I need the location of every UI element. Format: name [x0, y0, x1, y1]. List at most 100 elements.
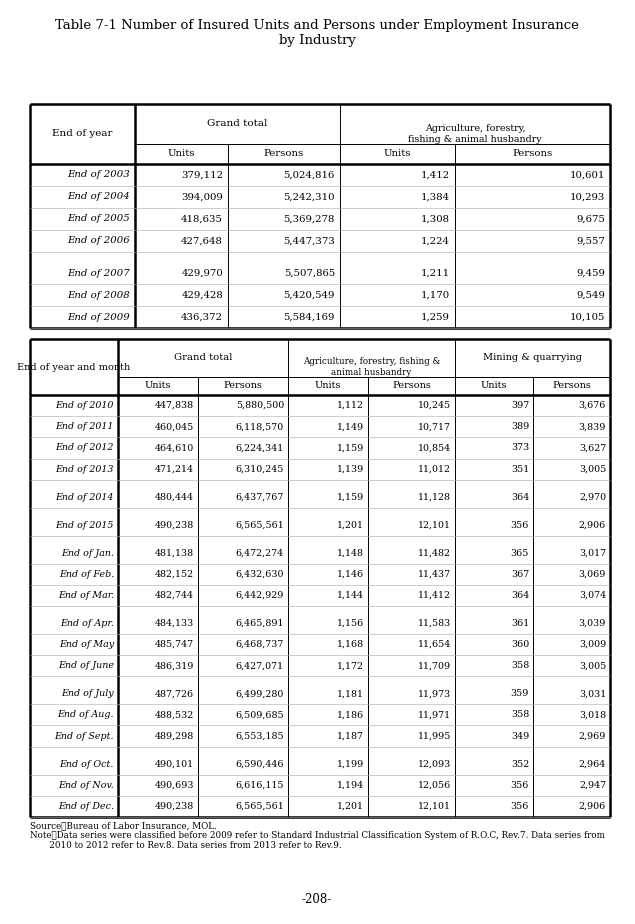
- Text: 2,969: 2,969: [578, 732, 606, 740]
- Text: 356: 356: [511, 802, 529, 811]
- Text: 1,159: 1,159: [337, 492, 364, 502]
- Text: 379,112: 379,112: [181, 170, 223, 179]
- Text: 6,590,446: 6,590,446: [236, 760, 284, 769]
- Text: 10,717: 10,717: [418, 422, 451, 432]
- Text: 1,168: 1,168: [337, 640, 364, 649]
- Text: End of 2004: End of 2004: [67, 192, 130, 201]
- Text: 12,101: 12,101: [418, 520, 451, 529]
- Text: 5,024,816: 5,024,816: [284, 170, 335, 179]
- Text: 11,482: 11,482: [418, 549, 451, 557]
- Text: 11,012: 11,012: [418, 465, 451, 474]
- Text: 356: 356: [511, 520, 529, 529]
- Text: Source：Bureau of Labor Insurance, MOL.: Source：Bureau of Labor Insurance, MOL.: [30, 821, 217, 830]
- Text: 1,384: 1,384: [421, 192, 450, 201]
- Text: 6,118,570: 6,118,570: [236, 422, 284, 432]
- Text: End of 2003: End of 2003: [67, 170, 130, 179]
- Text: 6,468,737: 6,468,737: [236, 640, 284, 649]
- Text: 1,172: 1,172: [337, 662, 364, 670]
- Text: 11,654: 11,654: [418, 640, 451, 649]
- Text: 3,627: 3,627: [578, 444, 606, 453]
- Text: End of Feb.: End of Feb.: [59, 570, 114, 578]
- Text: End of 2005: End of 2005: [67, 214, 130, 224]
- Text: Grand total: Grand total: [174, 354, 232, 362]
- Text: 5,369,278: 5,369,278: [284, 214, 335, 224]
- Text: Units: Units: [168, 150, 195, 159]
- Text: 436,372: 436,372: [181, 312, 223, 322]
- Text: 12,101: 12,101: [418, 802, 451, 811]
- Text: 2,947: 2,947: [579, 781, 606, 790]
- Text: 490,238: 490,238: [155, 802, 194, 811]
- Text: 11,128: 11,128: [418, 492, 451, 502]
- Text: End of June: End of June: [58, 662, 114, 670]
- Text: 5,507,865: 5,507,865: [284, 269, 335, 277]
- Text: 6,437,767: 6,437,767: [236, 492, 284, 502]
- Text: 389: 389: [511, 422, 529, 432]
- Text: Units: Units: [145, 382, 171, 391]
- Text: 3,017: 3,017: [579, 549, 606, 557]
- Text: 3,009: 3,009: [578, 640, 606, 649]
- Text: 2,906: 2,906: [578, 802, 606, 811]
- Text: 5,447,373: 5,447,373: [283, 237, 335, 246]
- Text: 471,214: 471,214: [155, 465, 194, 474]
- Text: 5,880,500: 5,880,500: [236, 401, 284, 410]
- Text: Persons: Persons: [224, 382, 262, 391]
- Text: 11,971: 11,971: [418, 711, 451, 720]
- Text: 485,747: 485,747: [155, 640, 194, 649]
- Text: 364: 364: [511, 492, 529, 502]
- Text: 3,839: 3,839: [578, 422, 606, 432]
- Text: 1,181: 1,181: [337, 689, 364, 699]
- Text: 6,432,630: 6,432,630: [236, 570, 284, 578]
- Text: 373: 373: [511, 444, 529, 453]
- Text: 2,970: 2,970: [579, 492, 606, 502]
- Text: Persons: Persons: [264, 150, 304, 159]
- Text: Mining & quarrying: Mining & quarrying: [483, 354, 582, 362]
- Text: 1,186: 1,186: [337, 711, 364, 720]
- Text: 1,149: 1,149: [337, 422, 364, 432]
- Text: 1,211: 1,211: [421, 269, 450, 277]
- Text: 1,194: 1,194: [337, 781, 364, 790]
- Text: 359: 359: [511, 689, 529, 699]
- Text: 3,031: 3,031: [578, 689, 606, 699]
- Text: End of 2010: End of 2010: [56, 401, 114, 410]
- Text: 1,148: 1,148: [337, 549, 364, 557]
- Text: 2,964: 2,964: [578, 760, 606, 769]
- Text: 482,744: 482,744: [155, 591, 194, 600]
- Text: 6,442,929: 6,442,929: [236, 591, 284, 600]
- Text: 1,412: 1,412: [421, 170, 450, 179]
- Text: Units: Units: [384, 150, 411, 159]
- Text: 488,532: 488,532: [155, 711, 194, 720]
- Text: 1,144: 1,144: [337, 591, 364, 600]
- Text: 5,584,169: 5,584,169: [284, 312, 335, 322]
- Text: 427,648: 427,648: [181, 237, 223, 246]
- Text: 10,293: 10,293: [570, 192, 605, 201]
- Text: 1,201: 1,201: [337, 520, 364, 529]
- Text: 489,298: 489,298: [155, 732, 194, 740]
- Text: 365: 365: [511, 549, 529, 557]
- Text: 11,583: 11,583: [418, 619, 451, 628]
- Text: 3,005: 3,005: [578, 465, 606, 474]
- Text: 11,973: 11,973: [418, 689, 451, 699]
- Text: 358: 358: [511, 662, 529, 670]
- Text: 490,101: 490,101: [155, 760, 194, 769]
- Text: 6,553,185: 6,553,185: [236, 732, 284, 740]
- Text: 5,420,549: 5,420,549: [284, 290, 335, 299]
- Text: 6,465,891: 6,465,891: [236, 619, 284, 628]
- Text: 464,610: 464,610: [155, 444, 194, 453]
- Text: End of Apr.: End of Apr.: [60, 619, 114, 628]
- Text: 429,428: 429,428: [181, 290, 223, 299]
- Text: 11,437: 11,437: [418, 570, 451, 578]
- Text: End of Jan.: End of Jan.: [61, 549, 114, 557]
- Text: 11,412: 11,412: [418, 591, 451, 600]
- Text: 6,472,274: 6,472,274: [236, 549, 284, 557]
- Text: 367: 367: [511, 570, 529, 578]
- Text: 2010 to 2012 refer to Rev.8. Data series from 2013 refer to Rev.9.: 2010 to 2012 refer to Rev.8. Data series…: [30, 841, 342, 850]
- Text: 447,838: 447,838: [155, 401, 194, 410]
- Text: 1,187: 1,187: [337, 732, 364, 740]
- Text: End of May: End of May: [59, 640, 114, 649]
- Text: 3,074: 3,074: [579, 591, 606, 600]
- Text: Agriculture, forestry,
fishing & animal husbandry: Agriculture, forestry, fishing & animal …: [408, 125, 542, 144]
- Text: 1,224: 1,224: [421, 237, 450, 246]
- Text: 11,709: 11,709: [418, 662, 451, 670]
- Text: End of Mar.: End of Mar.: [58, 591, 114, 600]
- Text: 480,444: 480,444: [155, 492, 194, 502]
